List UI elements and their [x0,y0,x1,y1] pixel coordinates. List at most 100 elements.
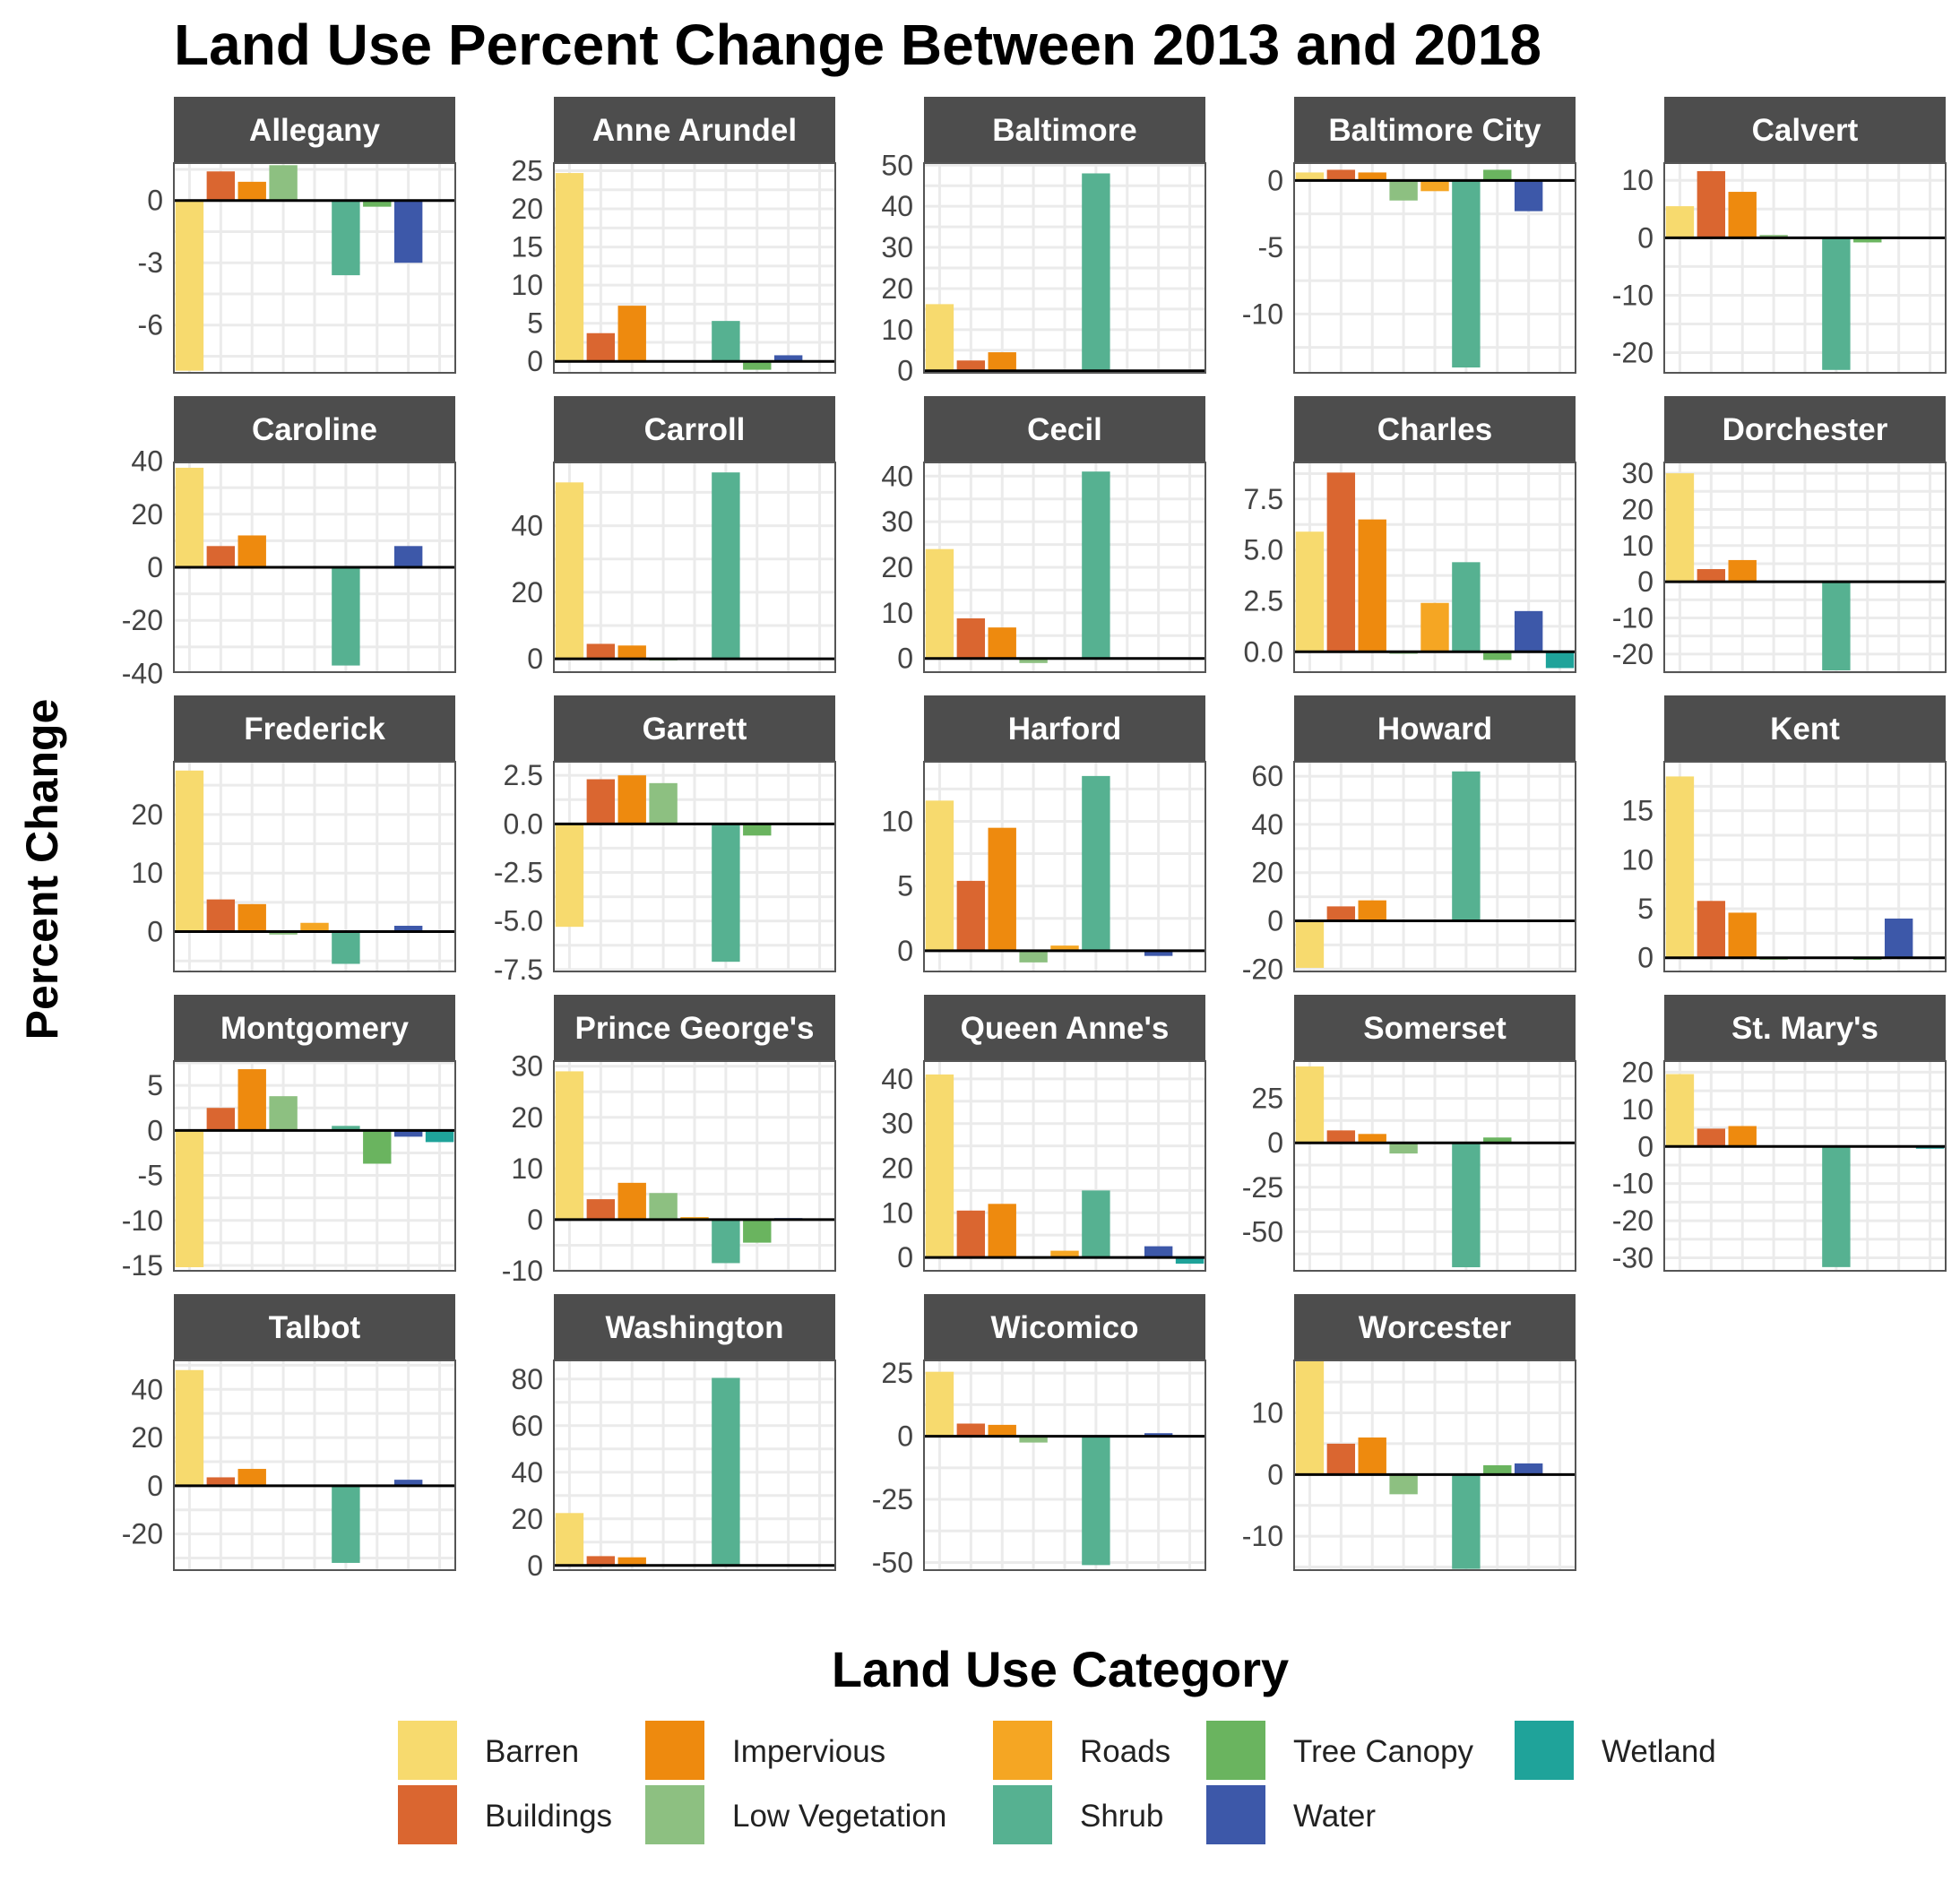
bar [988,1204,1016,1258]
facet-panel: Talbot 40 20 0 -20 [122,1294,456,1571]
tick-label: 50 [881,149,913,181]
tick-label: -20 [1242,953,1283,985]
facet-panel: Kent 15 10 5 0 [1621,695,1947,974]
panel-grid [1294,762,1576,971]
tick-label: 0 [1267,905,1283,937]
tick-label: 20 [1251,857,1283,889]
bar [1050,945,1079,951]
bar [332,1485,360,1563]
bar [1082,471,1110,659]
panel-border [923,462,1206,673]
tick-label: 30 [881,231,913,263]
facet-title: Montgomery [220,1011,410,1046]
bar [743,1219,772,1243]
tick-label: 0 [147,185,163,217]
tick-label: 10 [131,857,163,889]
panel-grid [554,1061,835,1273]
tick-label: -10 [502,1255,543,1287]
tick-label: -20 [1612,638,1653,670]
facet-strip [1664,396,1946,462]
tick-label: 20 [511,193,543,225]
tick-label: 80 [511,1363,543,1395]
bar [1358,1437,1386,1475]
tick-label: 10 [881,314,913,346]
tick-label: 0 [897,935,913,967]
facet-title: Baltimore [992,113,1136,148]
legend-item: Water [1206,1785,1376,1844]
bar [1822,582,1851,670]
bar [1082,173,1110,371]
tick-label: -6 [138,309,163,341]
bar [175,1130,204,1267]
facet-strip [924,396,1205,462]
facet-panel: Wicomico 25 0 -25 -50 [872,1294,1206,1579]
bar [1452,562,1481,652]
facet-panel: Queen Anne's 40 30 20 10 0 [881,995,1206,1273]
panel-grid [924,1061,1205,1271]
bar [956,617,986,659]
bar [1389,180,1418,201]
bar [1514,610,1543,652]
bar [206,1108,236,1131]
bar [1728,559,1757,583]
bar [743,361,772,370]
tick-label: 0 [147,1114,163,1146]
tick-label: 0 [1637,1130,1653,1162]
tick-label: 20 [1621,493,1653,525]
tick-label: 0.0 [1244,635,1283,668]
bar [237,1469,266,1486]
bar [1358,900,1386,921]
bar [712,1219,740,1264]
tick-label: 30 [1621,457,1653,489]
bar [586,779,616,824]
legend-item: Tree Canopy [1206,1721,1474,1780]
bar [1697,569,1726,583]
legend-label: Barren [485,1734,579,1769]
bar [1082,1190,1110,1258]
bar [1358,172,1386,181]
bar [1697,170,1726,238]
bar [332,1126,360,1131]
facet-title: Frederick [244,712,385,747]
bar [1358,1134,1386,1144]
bar [1420,602,1449,652]
panel-border [553,1060,836,1272]
bar [1884,918,1913,958]
facet-title: Washington [606,1310,784,1345]
panel-border [173,462,456,673]
bar [1514,180,1543,212]
bar [617,775,646,824]
tick-label: 0 [147,1470,163,1502]
bar [925,1371,954,1437]
bar [1326,906,1356,921]
panel-border [173,761,456,972]
facet-panel: St. Mary's 20 10 0 -10 -20 -30 [1612,995,1947,1274]
bar [1295,172,1325,181]
tick-label: 20 [881,272,913,305]
facet-strip [1294,1294,1576,1360]
panel-grid [554,1360,835,1570]
facet-panel: Charles 7.5 5.0 2.5 0.0 [1244,396,1576,673]
tick-label: -15 [122,1249,163,1282]
tick-label: -20 [122,604,163,636]
tick-label: 0 [527,1204,543,1236]
tick-label: 7.5 [1244,483,1283,515]
facet-strip [554,695,835,762]
legend-label: Tree Canopy [1293,1734,1474,1769]
bar [1295,920,1325,968]
panel-grid [554,462,835,672]
bar [237,535,266,567]
legend-label: Water [1293,1799,1376,1834]
facet-title: Worcester [1359,1310,1512,1345]
bar [555,1071,584,1220]
tick-label: -50 [1242,1215,1283,1247]
bar [555,482,584,660]
bar [1326,169,1356,181]
bar [269,165,298,201]
tick-label: 0 [897,643,913,675]
bar [925,1074,954,1258]
bar [363,1130,392,1164]
facet-title: Dorchester [1723,412,1888,447]
panel-border [1663,761,1947,972]
